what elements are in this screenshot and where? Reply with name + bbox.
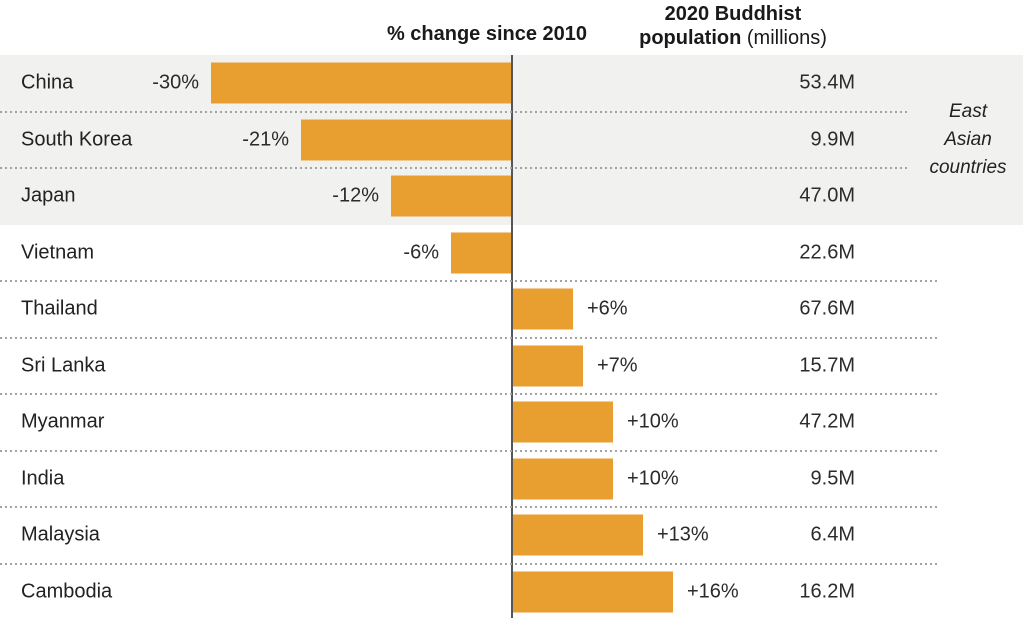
pct-change-label: +13% xyxy=(657,523,709,546)
pct-change-label: +16% xyxy=(687,580,739,603)
table-row: Japan -12% 47.0M xyxy=(0,168,1023,225)
country-label: Japan xyxy=(21,184,76,207)
pct-change-label: -6% xyxy=(403,241,439,264)
column-header-population: 2020 Buddhist population (millions) xyxy=(583,2,883,50)
table-row: India +10% 9.5M xyxy=(0,451,1023,508)
population-value: 47.0M xyxy=(799,184,855,207)
population-value: 22.6M xyxy=(799,241,855,264)
pct-change-bar xyxy=(513,458,613,500)
country-label: Sri Lanka xyxy=(21,354,106,377)
population-value: 53.4M xyxy=(799,71,855,94)
pct-change-label: +10% xyxy=(627,410,679,433)
pct-change-bar xyxy=(391,175,511,217)
east-asia-annotation-line: Asian xyxy=(944,129,992,150)
country-label: Vietnam xyxy=(21,241,95,264)
population-value: 9.9M xyxy=(810,128,855,151)
table-row: Vietnam -6% 22.6M xyxy=(0,225,1023,282)
population-value: 6.4M xyxy=(810,523,855,546)
table-row: Sri Lanka +7% 15.7M xyxy=(0,338,1023,395)
population-value: 47.2M xyxy=(799,410,855,433)
pct-change-label: +7% xyxy=(597,354,638,377)
pct-change-bar xyxy=(451,232,511,274)
population-value: 16.2M xyxy=(799,580,855,603)
country-label: Thailand xyxy=(21,297,98,320)
pct-change-bar xyxy=(301,119,511,161)
country-label: India xyxy=(21,467,65,490)
east-asia-annotation-line: countries xyxy=(929,157,1007,178)
table-row: South Korea -21% 9.9M xyxy=(0,112,1023,169)
table-row: Thailand +6% 67.6M xyxy=(0,281,1023,338)
pct-change-bar xyxy=(513,345,583,387)
pct-change-bar xyxy=(513,514,643,556)
pct-change-label: -21% xyxy=(242,128,289,151)
column-header-population-line1: 2020 Buddhist xyxy=(664,3,802,25)
pct-change-label: +10% xyxy=(627,467,679,490)
pct-change-label: +6% xyxy=(587,297,628,320)
country-label: Myanmar xyxy=(21,410,105,433)
pct-change-bar xyxy=(513,571,673,613)
east-asia-annotation: East Asian countries xyxy=(880,98,1023,182)
table-row: Myanmar +10% 47.2M xyxy=(0,394,1023,451)
country-label: Cambodia xyxy=(21,580,113,603)
table-row: Cambodia +16% 16.2M xyxy=(0,564,1023,621)
column-header-population-line2-bold: population xyxy=(639,27,742,49)
table-row: China -30% 53.4M xyxy=(0,55,1023,112)
population-value: 67.6M xyxy=(799,297,855,320)
population-value: 9.5M xyxy=(810,467,855,490)
pct-change-bar xyxy=(211,62,511,104)
pct-change-label: -12% xyxy=(332,184,379,207)
pct-change-label: -30% xyxy=(152,71,199,94)
east-asia-annotation-line: East xyxy=(948,101,988,122)
pct-change-bar xyxy=(513,401,613,443)
country-label: South Korea xyxy=(21,128,133,151)
country-label: Malaysia xyxy=(21,523,100,546)
column-header-pct-change: % change since 2010 xyxy=(386,23,588,45)
country-label: China xyxy=(21,71,74,94)
column-header-population-line2-units: (millions) xyxy=(741,27,827,49)
chart-rows: China -30% 53.4M South Korea -21% 9.9M J… xyxy=(0,55,1023,620)
table-row: Malaysia +13% 6.4M xyxy=(0,507,1023,564)
population-value: 15.7M xyxy=(799,354,855,377)
pct-change-bar xyxy=(513,288,573,330)
